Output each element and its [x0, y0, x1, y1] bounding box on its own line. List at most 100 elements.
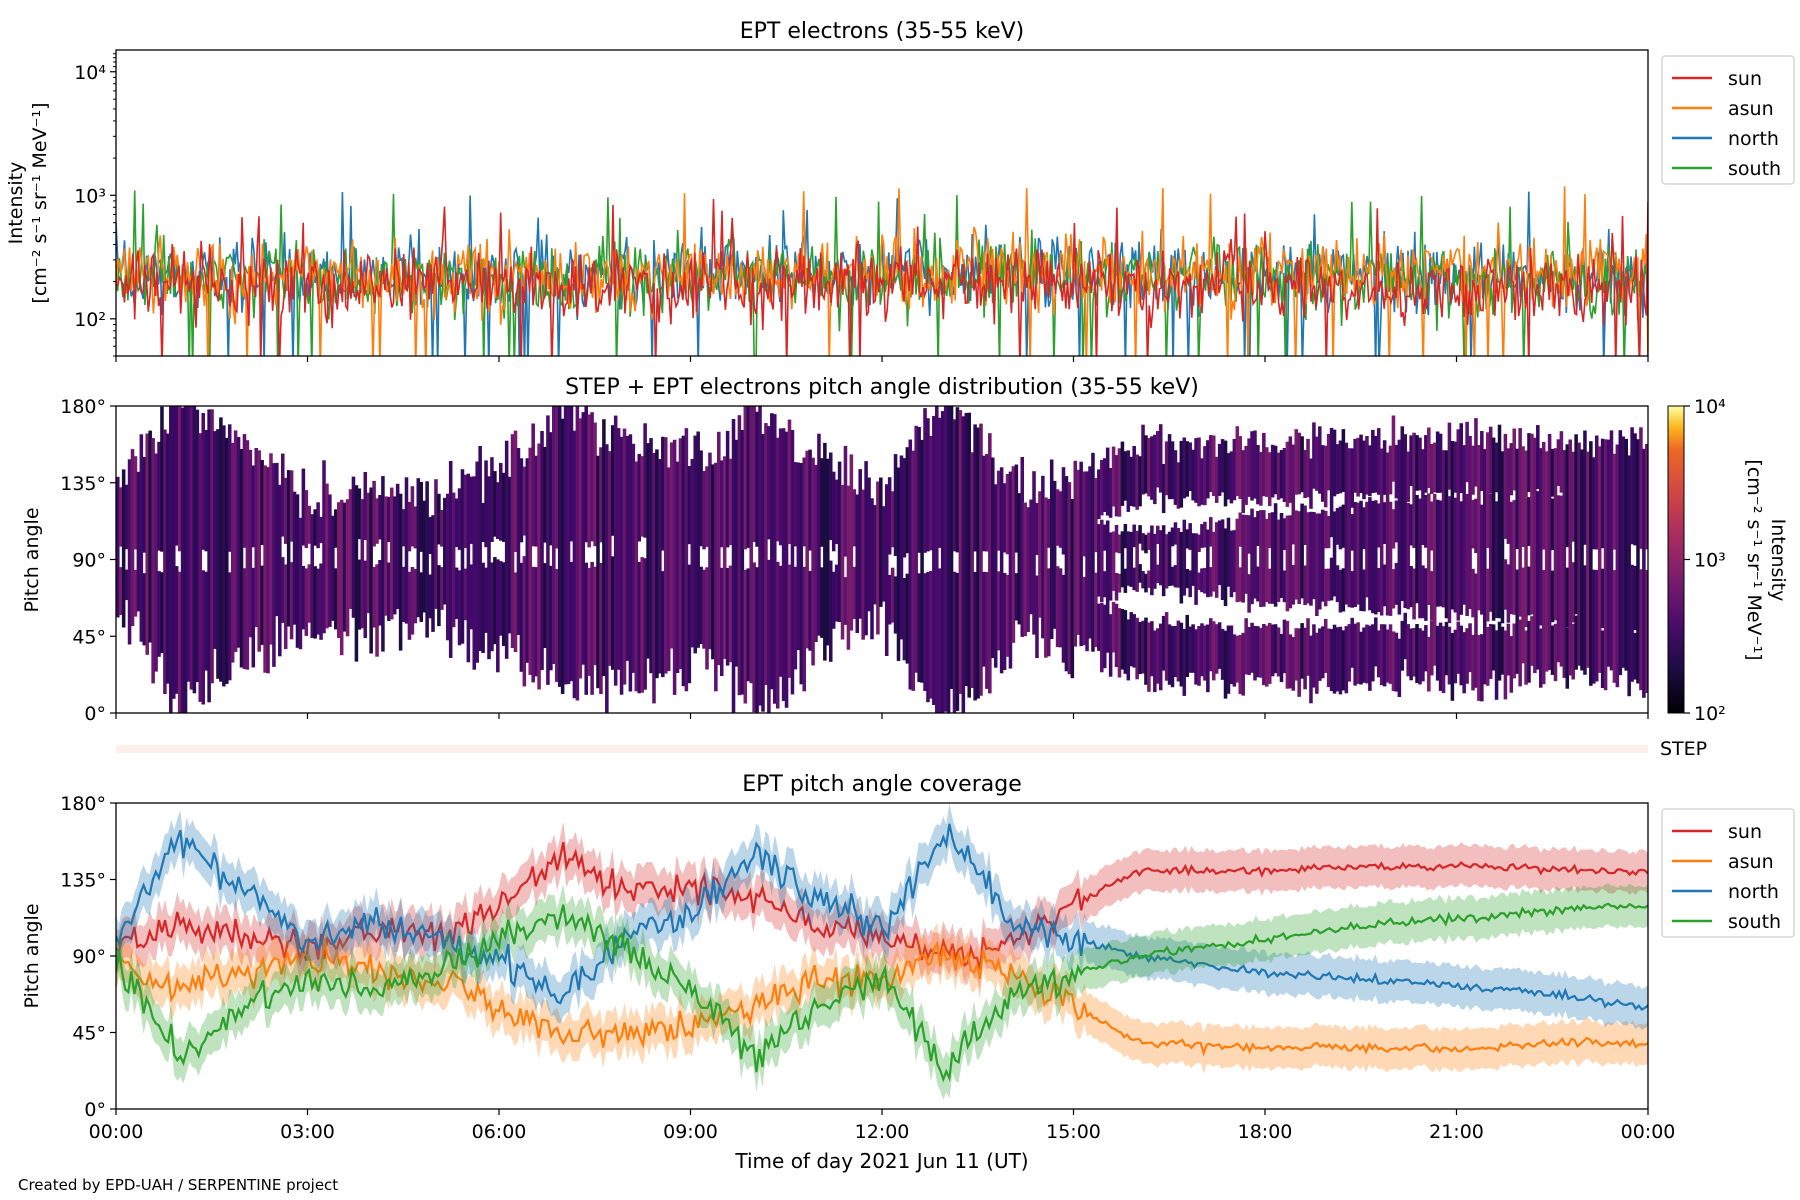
- heatmap-cell: [319, 516, 323, 544]
- heatmap-cell: [1200, 623, 1204, 677]
- heatmap-cell: [1161, 464, 1166, 514]
- heatmap-cell: [1282, 619, 1287, 674]
- heatmap-cell: [831, 571, 836, 629]
- heatmap-cell: [130, 449, 135, 627]
- heatmap-cell: [1259, 628, 1263, 678]
- heatmap-cell: [1344, 626, 1349, 694]
- colorbar-tick-label: 10²: [1694, 703, 1726, 725]
- heatmap-cell: [967, 412, 971, 698]
- heatmap-cell: [1459, 625, 1463, 686]
- heatmap-cell: [1480, 504, 1484, 615]
- series-band-north: [116, 803, 1648, 1030]
- panel3-yaxis: 0° 45° 90° 135° 180°: [60, 793, 116, 1121]
- heatmap-cell: [1550, 570, 1555, 623]
- heatmap-cell: [1058, 491, 1063, 548]
- heatmap-cell: [116, 476, 120, 618]
- heatmap-cell: [1238, 512, 1243, 547]
- heatmap-cell: [1185, 529, 1189, 549]
- heatmap-cell: [861, 489, 865, 640]
- heatmap-cell: [890, 567, 895, 623]
- heatmap-cell: [914, 425, 918, 673]
- heatmap-cell: [1362, 569, 1366, 612]
- heatmap-cell: [1350, 617, 1354, 668]
- heatmap-cell: [437, 565, 441, 627]
- heatmap-cell: [640, 456, 644, 537]
- heatmap-cell: [1512, 623, 1517, 679]
- heatmap-cell: [572, 430, 577, 699]
- heatmap-cell: [1102, 571, 1107, 598]
- heatmap-cell: [1562, 450, 1567, 678]
- heatmap-cell: [755, 411, 759, 547]
- heatmap-cell: [1630, 427, 1634, 545]
- y-tick-label: 135°: [60, 473, 106, 495]
- heatmap-cell: [1203, 625, 1207, 681]
- step-strip-label: STEP: [1660, 738, 1707, 760]
- heatmap-cell: [1197, 626, 1201, 686]
- heatmap-cell: [1527, 566, 1531, 616]
- heatmap-cell: [1421, 565, 1425, 619]
- heatmap-cell: [1429, 443, 1434, 494]
- heatmap-cell: [1102, 524, 1107, 551]
- heatmap-cell: [1170, 626, 1175, 688]
- heatmap-cell: [790, 430, 795, 695]
- heatmap-cell: [725, 567, 730, 666]
- heatmap-cell: [1547, 433, 1552, 670]
- heatmap-cell: [437, 493, 441, 545]
- heatmap-cell: [493, 557, 497, 645]
- step-strip: [116, 745, 1648, 753]
- heatmap-cell: [1229, 530, 1234, 598]
- heatmap-cell: [1303, 565, 1307, 605]
- heatmap-cell: [899, 455, 904, 640]
- heatmap-cell: [204, 571, 208, 671]
- heatmap-cell: [398, 493, 403, 651]
- heatmap-cell: [787, 564, 792, 678]
- heatmap-cell: [1291, 564, 1296, 605]
- heatmap-cell: [280, 557, 285, 623]
- heatmap-cell: [519, 562, 524, 672]
- heatmap-cell: [1288, 436, 1293, 503]
- heatmap-cell: [292, 491, 297, 625]
- heatmap-cell: [1415, 495, 1419, 604]
- heatmap-cell: [1471, 445, 1475, 495]
- heatmap-cell: [510, 434, 515, 648]
- heatmap-cell: [1306, 618, 1310, 676]
- heatmap-cell: [342, 502, 347, 632]
- heatmap-cell: [1179, 440, 1184, 508]
- heatmap-cell: [802, 566, 806, 692]
- colorbar-axis: 10² 10³ 10⁴: [1684, 396, 1726, 725]
- heatmap-cell: [873, 505, 877, 605]
- heatmap-cell: [605, 444, 609, 713]
- heatmap-cell: [1270, 624, 1275, 677]
- heatmap-cell: [1538, 628, 1543, 688]
- heatmap-cell: [183, 406, 188, 713]
- heatmap-cell: [1300, 436, 1304, 493]
- heatmap-cell: [1312, 624, 1316, 688]
- heatmap-cell: [260, 565, 264, 645]
- heatmap-cell: [192, 406, 197, 694]
- heatmap-cell: [1471, 499, 1475, 549]
- heatmap-cell: [1123, 610, 1128, 674]
- y-tick-label: 45°: [72, 626, 106, 648]
- heatmap-cell: [820, 458, 824, 547]
- heatmap-cell: [1488, 624, 1493, 679]
- heatmap-cell: [1488, 426, 1493, 494]
- heatmap-cell: [687, 466, 692, 545]
- heatmap-cell: [1447, 626, 1452, 685]
- heatmap-cell: [1544, 451, 1549, 672]
- heatmap-cell: [1026, 507, 1030, 632]
- heatmap-cell: [734, 439, 739, 667]
- heatmap-cell: [887, 575, 892, 625]
- heatmap-cell: [124, 569, 129, 601]
- heatmap-cell: [177, 406, 182, 552]
- heatmap-cell: [1306, 438, 1310, 498]
- heatmap-cell: [652, 452, 656, 704]
- heatmap-cell: [1173, 450, 1178, 505]
- heatmap-cell: [1438, 500, 1443, 607]
- heatmap-cell: [118, 567, 123, 615]
- heatmap-cell: [1379, 448, 1384, 616]
- heatmap-cell: [1279, 633, 1284, 683]
- heatmap-cell: [1536, 425, 1540, 490]
- heatmap-cell: [637, 561, 642, 694]
- heatmap-cell: [1132, 567, 1136, 591]
- heatmap-cell: [1161, 615, 1166, 671]
